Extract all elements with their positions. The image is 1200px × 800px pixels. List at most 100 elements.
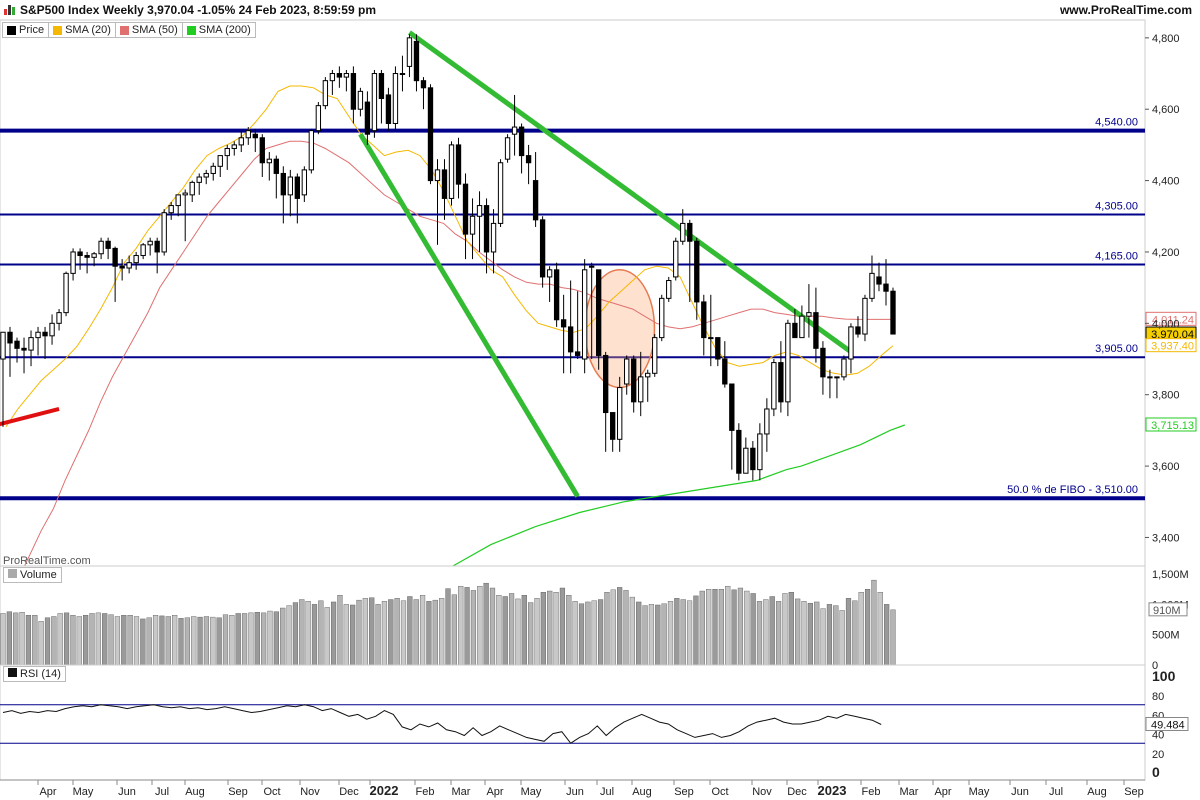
candle-body — [196, 176, 202, 183]
candle-body — [84, 255, 90, 258]
candle-body — [455, 144, 462, 185]
candle-body — [736, 429, 742, 474]
candle-body — [848, 326, 854, 360]
price-tag-box-2 — [1145, 338, 1197, 353]
x-tick-label: Jul — [155, 786, 169, 798]
candle-body — [743, 447, 749, 474]
x-tick-label: Oct — [263, 786, 280, 798]
volume-bar — [95, 612, 101, 666]
volume-bar — [864, 589, 871, 666]
candle-body — [855, 326, 861, 335]
candle-body — [378, 73, 385, 100]
candle-body — [329, 73, 336, 82]
rsi-tick-label: 0 — [1152, 764, 1160, 780]
rsi-current-box — [1145, 716, 1189, 731]
candle-body — [413, 40, 420, 82]
candle-body — [525, 155, 532, 164]
price-tag-box-3 — [1145, 417, 1197, 432]
candle-body — [603, 354, 609, 414]
volume-bar — [280, 607, 286, 666]
candle-body — [231, 144, 237, 149]
volume-bar — [642, 605, 648, 666]
volume-bar — [858, 592, 864, 666]
volume-bar — [814, 601, 820, 666]
candle-body — [308, 130, 315, 171]
candle-body — [294, 176, 301, 199]
volume-bar — [845, 598, 852, 666]
candle-body — [771, 362, 777, 410]
volume-bar — [70, 615, 76, 666]
candle-body — [750, 447, 756, 471]
volume-bar — [419, 595, 426, 666]
volume-bar — [534, 598, 540, 666]
volume-bar — [890, 609, 896, 666]
candle-body — [462, 183, 469, 235]
candle-body — [820, 347, 826, 378]
candle-body — [546, 269, 553, 278]
candle-body — [357, 90, 364, 110]
x-tick-label: Jun — [1011, 786, 1029, 798]
volume-bar — [775, 601, 782, 666]
trendline-down-support — [358, 132, 580, 498]
candle-body — [490, 222, 497, 253]
candle-body — [652, 337, 658, 374]
site-link[interactable]: www.ProRealTime.com — [1059, 3, 1192, 17]
volume-bar — [667, 601, 674, 666]
candle-body — [217, 155, 223, 167]
volume-bar — [127, 615, 133, 666]
candle-body — [680, 222, 686, 242]
volume-bar — [629, 596, 635, 666]
x-tick-label: Aug — [632, 786, 652, 798]
volume-bar — [636, 601, 642, 666]
candle-body — [483, 205, 490, 253]
candle-body — [392, 73, 399, 124]
volume-bar — [782, 593, 788, 666]
legend-item-sma20[interactable]: SMA (20) — [48, 22, 116, 38]
legend-item-price[interactable]: Price — [2, 22, 50, 38]
x-tick-label: Aug — [1087, 786, 1107, 798]
volume-bar — [114, 616, 121, 666]
candle-body — [448, 144, 455, 199]
candle-body — [638, 376, 644, 403]
candle-body — [624, 358, 630, 385]
candle-body — [210, 165, 216, 174]
candle-body — [588, 265, 595, 268]
volume-bar — [324, 607, 330, 666]
volume-bar — [57, 613, 63, 666]
legend-item-sma50[interactable]: SMA (50) — [114, 22, 183, 38]
candle-body — [869, 272, 875, 299]
candle-body — [757, 433, 763, 471]
prorealtime-logo-icon — [4, 4, 16, 16]
candle-body — [364, 101, 371, 135]
candle-body — [245, 130, 251, 139]
volume-bar — [521, 595, 527, 666]
candle-body — [511, 126, 518, 135]
candle-body — [140, 244, 146, 257]
price-tick-label: 4,600 — [1152, 104, 1180, 116]
volume-bar — [197, 616, 203, 666]
volume-panel-label[interactable]: Volume — [3, 567, 62, 583]
volume-bar — [337, 595, 343, 666]
candle-body — [28, 337, 34, 351]
candle-body — [224, 147, 230, 157]
x-tick-label: Dec — [339, 786, 359, 798]
candle-body — [175, 194, 181, 207]
legend-item-sma200[interactable]: SMA (200) — [181, 22, 256, 38]
volume-bar — [89, 613, 95, 666]
volume-bar — [292, 602, 299, 666]
volume-bar — [718, 589, 724, 666]
volume-bar — [617, 587, 623, 666]
volume-bar — [184, 617, 190, 666]
volume-bar — [83, 615, 89, 666]
price-tag-1: 3,970.04 — [1151, 329, 1194, 341]
highlight-ellipse — [584, 269, 656, 389]
legend-swatch-sma200 — [186, 25, 196, 35]
volume-bar — [121, 615, 127, 666]
volume-bar — [6, 611, 12, 666]
rsi-panel-label[interactable]: RSI (14) — [3, 666, 66, 682]
candle-body — [722, 358, 728, 385]
candle-body — [315, 105, 322, 132]
volume-bar — [343, 604, 349, 666]
price-tag-0: 4,011.24 — [1152, 314, 1194, 326]
